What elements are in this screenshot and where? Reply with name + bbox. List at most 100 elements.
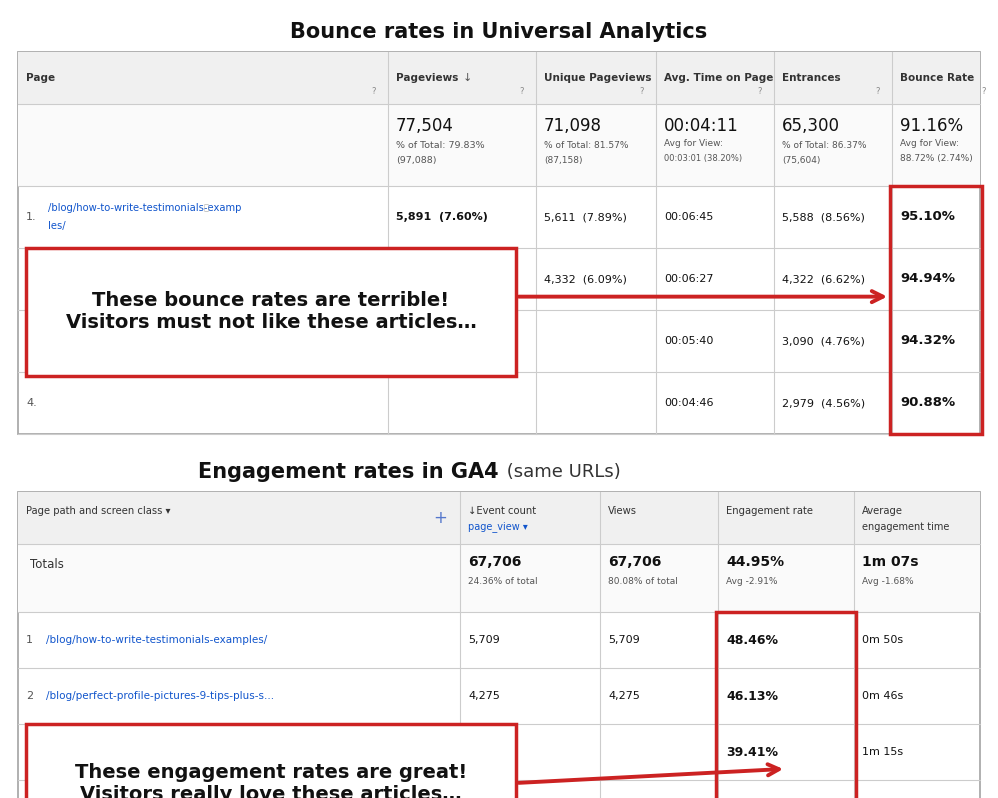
Text: 0m 46s: 0m 46s: [862, 691, 903, 701]
Text: 88.72% (2.74%): 88.72% (2.74%): [900, 153, 973, 163]
Text: ⧉: ⧉: [204, 203, 209, 212]
Bar: [18, 104, 980, 186]
Bar: [26, 248, 516, 376]
Text: /blog/how-to-write-testimonials-examp: /blog/how-to-write-testimonials-examp: [48, 203, 242, 213]
Bar: [890, 186, 982, 434]
Bar: [18, 544, 980, 612]
Text: 77,504: 77,504: [396, 117, 454, 135]
Text: (same URLs): (same URLs): [501, 463, 621, 481]
Text: % of Total: 81.57%: % of Total: 81.57%: [544, 141, 629, 151]
Text: 5,588  (8.56%): 5,588 (8.56%): [782, 212, 865, 222]
Text: 4,275: 4,275: [468, 691, 500, 701]
Text: ?: ?: [371, 88, 376, 97]
Text: These engagement rates are great!
Visitors really love these articles…: These engagement rates are great! Visito…: [75, 763, 467, 798]
Text: 3: 3: [26, 747, 33, 757]
Text: 91.16%: 91.16%: [900, 117, 963, 135]
Text: 24.36% of total: 24.36% of total: [468, 578, 538, 587]
Text: 0m 50s: 0m 50s: [862, 635, 903, 645]
Bar: [716, 612, 856, 798]
Text: ?: ?: [757, 88, 762, 97]
Text: 94.94%: 94.94%: [900, 272, 955, 286]
Text: 4,275: 4,275: [608, 691, 640, 701]
Text: 95.10%: 95.10%: [900, 211, 955, 223]
Text: ?: ?: [640, 88, 645, 97]
Text: 2,979  (4.56%): 2,979 (4.56%): [782, 398, 865, 408]
Text: ?: ?: [982, 88, 986, 97]
Text: 5,709: 5,709: [468, 635, 500, 645]
Text: 71,098: 71,098: [544, 117, 602, 135]
Text: 00:06:27: 00:06:27: [664, 274, 714, 284]
Text: 00:04:46: 00:04:46: [664, 398, 714, 408]
Text: % of Total: 86.37%: % of Total: 86.37%: [782, 141, 866, 151]
Text: +: +: [433, 509, 447, 527]
Bar: [18, 52, 980, 434]
Text: /blog/perfect-profile-pictures-9-tips-plus-s...: /blog/perfect-profile-pictures-9-tips-pl…: [46, 691, 274, 701]
Text: Page: Page: [26, 73, 55, 83]
Text: 00:06:45: 00:06:45: [664, 212, 714, 222]
Text: 1.: 1.: [26, 212, 37, 222]
Text: 3.: 3.: [26, 336, 37, 346]
Bar: [26, 724, 516, 798]
Text: les/: les/: [48, 221, 66, 231]
Text: page_view ▾: page_view ▾: [468, 522, 528, 532]
Text: Views: Views: [608, 506, 637, 516]
Text: /blo...: /blo...: [46, 747, 76, 757]
Text: Avg -2.91%: Avg -2.91%: [726, 578, 777, 587]
Bar: [18, 492, 980, 544]
Text: ↓: ↓: [463, 73, 472, 83]
Text: 00:03:01 (38.20%): 00:03:01 (38.20%): [664, 153, 743, 163]
Text: 80.08% of total: 80.08% of total: [608, 578, 678, 587]
Text: 1m 15s: 1m 15s: [862, 747, 903, 757]
Bar: [18, 492, 980, 798]
Text: 48.46%: 48.46%: [726, 634, 778, 646]
Text: ?: ?: [520, 88, 524, 97]
Text: Entrances: Entrances: [782, 73, 840, 83]
Text: 90.88%: 90.88%: [900, 397, 955, 409]
Text: Totals: Totals: [30, 558, 64, 571]
Text: Unique Pageviews: Unique Pageviews: [544, 73, 652, 83]
Text: Engagement rate: Engagement rate: [726, 506, 813, 516]
Text: ⧉: ⧉: [221, 266, 226, 275]
Text: These bounce rates are terrible!
Visitors must not like these articles…: These bounce rates are terrible! Visitor…: [66, 291, 476, 333]
Text: 5,709: 5,709: [608, 635, 640, 645]
Text: Avg for View:: Avg for View:: [664, 140, 723, 148]
Text: /blog/perfect-profile-pictures-9-tips-plu: /blog/perfect-profile-pictures-9-tips-pl…: [48, 265, 242, 275]
Text: 44.95%: 44.95%: [726, 555, 784, 569]
Text: 67,706: 67,706: [608, 555, 662, 569]
Text: (97,088): (97,088): [396, 156, 436, 164]
Text: 67,706: 67,706: [468, 555, 521, 569]
Text: % of Total: 79.83%: % of Total: 79.83%: [396, 141, 485, 151]
Text: 2.: 2.: [26, 274, 37, 284]
Text: 4,537  (5.85%): 4,537 (5.85%): [396, 274, 487, 284]
Text: Page path and screen class ▾: Page path and screen class ▾: [26, 506, 171, 516]
Text: 1m 07s: 1m 07s: [862, 555, 918, 569]
Text: 65,300: 65,300: [782, 117, 840, 135]
Text: 39.41%: 39.41%: [726, 745, 778, 759]
Text: ↓Event count: ↓Event count: [468, 506, 536, 516]
Text: 46.13%: 46.13%: [726, 689, 778, 702]
Text: s-some-research/: s-some-research/: [48, 283, 134, 293]
Text: Avg -1.68%: Avg -1.68%: [862, 578, 913, 587]
Text: 5,611  (7.89%): 5,611 (7.89%): [544, 212, 627, 222]
Text: 4.: 4.: [26, 398, 37, 408]
Text: /blog/how-to-write-testimonials-examples/: /blog/how-to-write-testimonials-examples…: [46, 635, 267, 645]
Text: 5,891  (7.60%): 5,891 (7.60%): [396, 212, 488, 222]
Text: 3,090  (4.76%): 3,090 (4.76%): [782, 336, 865, 346]
Text: Bounce rates in Universal Analytics: Bounce rates in Universal Analytics: [290, 22, 708, 42]
Text: Average: Average: [862, 506, 903, 516]
Text: 94.32%: 94.32%: [900, 334, 955, 347]
Text: engagement time: engagement time: [862, 522, 949, 532]
Text: 00:05:40: 00:05:40: [664, 336, 714, 346]
Bar: [18, 52, 980, 104]
Text: Bounce Rate: Bounce Rate: [900, 73, 974, 83]
Text: Pageviews: Pageviews: [396, 73, 458, 83]
Text: ?: ?: [876, 88, 880, 97]
Text: (75,604): (75,604): [782, 156, 820, 164]
Text: (87,158): (87,158): [544, 156, 583, 164]
Text: 4,332  (6.09%): 4,332 (6.09%): [544, 274, 627, 284]
Text: 2: 2: [26, 691, 33, 701]
Text: 00:04:11: 00:04:11: [664, 117, 739, 135]
Text: 4,322  (6.62%): 4,322 (6.62%): [782, 274, 865, 284]
Text: Avg for View:: Avg for View:: [900, 140, 959, 148]
Text: Engagement rates in GA4: Engagement rates in GA4: [199, 462, 499, 482]
